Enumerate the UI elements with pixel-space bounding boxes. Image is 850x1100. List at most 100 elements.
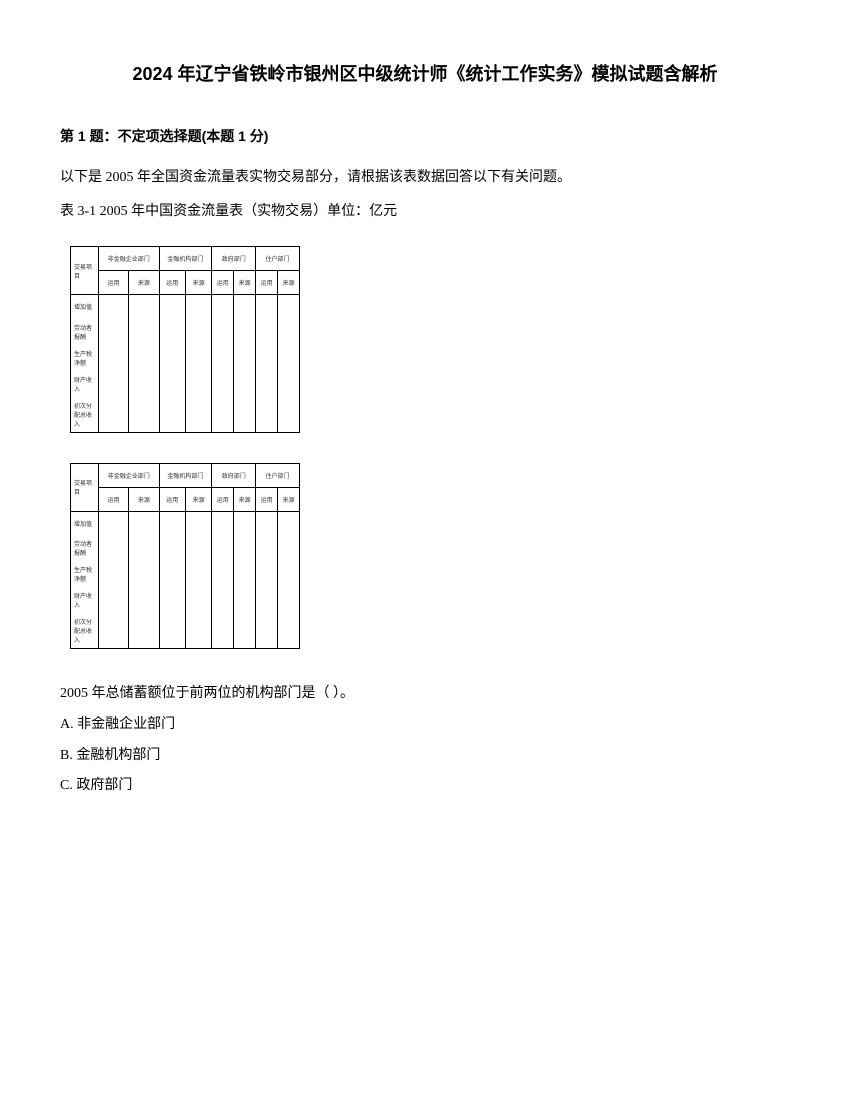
table-cell — [99, 613, 129, 649]
table-cell — [185, 535, 211, 561]
table-row: 增加值 — [71, 511, 300, 535]
row-label: 生产税净额 — [71, 561, 99, 587]
table-cell — [159, 561, 185, 587]
table-cell — [99, 561, 129, 587]
header-group-1: 非金融企业部门 — [99, 247, 160, 271]
table-cell — [212, 535, 234, 561]
question-text: 以下是 2005 年全国资金流量表实物交易部分，请根据该表数据回答以下有关问题。 — [60, 164, 790, 192]
table-cell — [99, 587, 129, 613]
table-cell — [256, 371, 278, 397]
table-cell — [129, 613, 159, 649]
table-cell — [185, 613, 211, 649]
question-header: 第 1 题：不定项选择题(本题 1 分) — [60, 126, 790, 146]
table-cell — [256, 535, 278, 561]
sub-header: 运用 — [212, 271, 234, 295]
header-group-3: 政府部门 — [212, 463, 256, 487]
table-cell — [185, 587, 211, 613]
table-cell — [234, 587, 256, 613]
row-label: 初次分配总收入 — [71, 613, 99, 649]
table-cell — [159, 587, 185, 613]
table-cell — [278, 319, 300, 345]
table-cell — [256, 295, 278, 319]
table-cell — [234, 295, 256, 319]
row-label: 财产收入 — [71, 587, 99, 613]
table-cell — [99, 511, 129, 535]
document-title: 2024 年辽宁省铁岭市银州区中级统计师《统计工作实务》模拟试题含解析 — [60, 60, 790, 86]
table-cell — [234, 371, 256, 397]
table-cell — [129, 535, 159, 561]
table-cell — [159, 511, 185, 535]
table-cell — [185, 397, 211, 433]
table-cell — [256, 397, 278, 433]
table-cell — [129, 587, 159, 613]
table-cell — [278, 587, 300, 613]
sub-header: 运用 — [99, 271, 129, 295]
table-cell — [278, 345, 300, 371]
table-cell — [129, 319, 159, 345]
table-cell — [256, 319, 278, 345]
sub-header: 运用 — [159, 487, 185, 511]
row-label: 增加值 — [71, 511, 99, 535]
table-cell — [99, 371, 129, 397]
table-cell — [212, 561, 234, 587]
header-group-4: 住户部门 — [256, 463, 300, 487]
table-cell — [256, 587, 278, 613]
table-cell — [159, 613, 185, 649]
table-cell — [159, 371, 185, 397]
table-cell — [234, 397, 256, 433]
table-subheader-row: 运用 来源 运用 来源 运用 来源 运用 来源 — [71, 271, 300, 295]
option-a: A. 非金融企业部门 — [60, 710, 790, 741]
row-label: 劳动者报酬 — [71, 535, 99, 561]
header-group-3: 政府部门 — [212, 247, 256, 271]
sub-header: 来源 — [234, 487, 256, 511]
table-cell — [278, 561, 300, 587]
table-row: 生产税净额 — [71, 561, 300, 587]
sub-header: 来源 — [234, 271, 256, 295]
row-label: 劳动者报酬 — [71, 319, 99, 345]
table-cell — [212, 371, 234, 397]
table-cell — [129, 295, 159, 319]
sub-header: 运用 — [256, 487, 278, 511]
header-group-2: 金融机构部门 — [159, 247, 212, 271]
table-cell — [256, 613, 278, 649]
table-cell — [256, 561, 278, 587]
table-cell — [234, 613, 256, 649]
table-cell — [278, 371, 300, 397]
table-row: 增加值 — [71, 295, 300, 319]
table-cell — [234, 561, 256, 587]
sub-header: 来源 — [129, 487, 159, 511]
table-cell — [159, 397, 185, 433]
table-cell — [256, 511, 278, 535]
table-cell — [234, 511, 256, 535]
table-cell — [129, 511, 159, 535]
table-row: 初次分配总收入 — [71, 613, 300, 649]
row-label: 生产税净额 — [71, 345, 99, 371]
data-table-2: 交易项目 非金融企业部门 金融机构部门 政府部门 住户部门 运用 来源 运用 来… — [70, 463, 300, 650]
table-cell — [212, 613, 234, 649]
table-row: 劳动者报酬 — [71, 535, 300, 561]
header-group-1: 非金融企业部门 — [99, 463, 160, 487]
table-cell — [159, 345, 185, 371]
table-header-row: 交易项目 非金融企业部门 金融机构部门 政府部门 住户部门 — [71, 247, 300, 271]
table-cell — [129, 561, 159, 587]
table-cell — [185, 345, 211, 371]
sub-header: 来源 — [278, 271, 300, 295]
table-cell — [212, 295, 234, 319]
table-cell — [278, 295, 300, 319]
table-subheader-row: 运用 来源 运用 来源 运用 来源 运用 来源 — [71, 487, 300, 511]
header-group-2: 金融机构部门 — [159, 463, 212, 487]
table-cell — [159, 295, 185, 319]
row-label: 增加值 — [71, 295, 99, 319]
table-cell — [159, 535, 185, 561]
table-cell — [278, 613, 300, 649]
table-cell — [234, 319, 256, 345]
table-cell — [234, 345, 256, 371]
sub-header: 来源 — [278, 487, 300, 511]
table-cell — [278, 511, 300, 535]
table-row: 劳动者报酬 — [71, 319, 300, 345]
table-row: 初次分配总收入 — [71, 397, 300, 433]
header-group-4: 住户部门 — [256, 247, 300, 271]
table-row: 财产收入 — [71, 371, 300, 397]
table-cell — [99, 295, 129, 319]
table-cell — [129, 371, 159, 397]
